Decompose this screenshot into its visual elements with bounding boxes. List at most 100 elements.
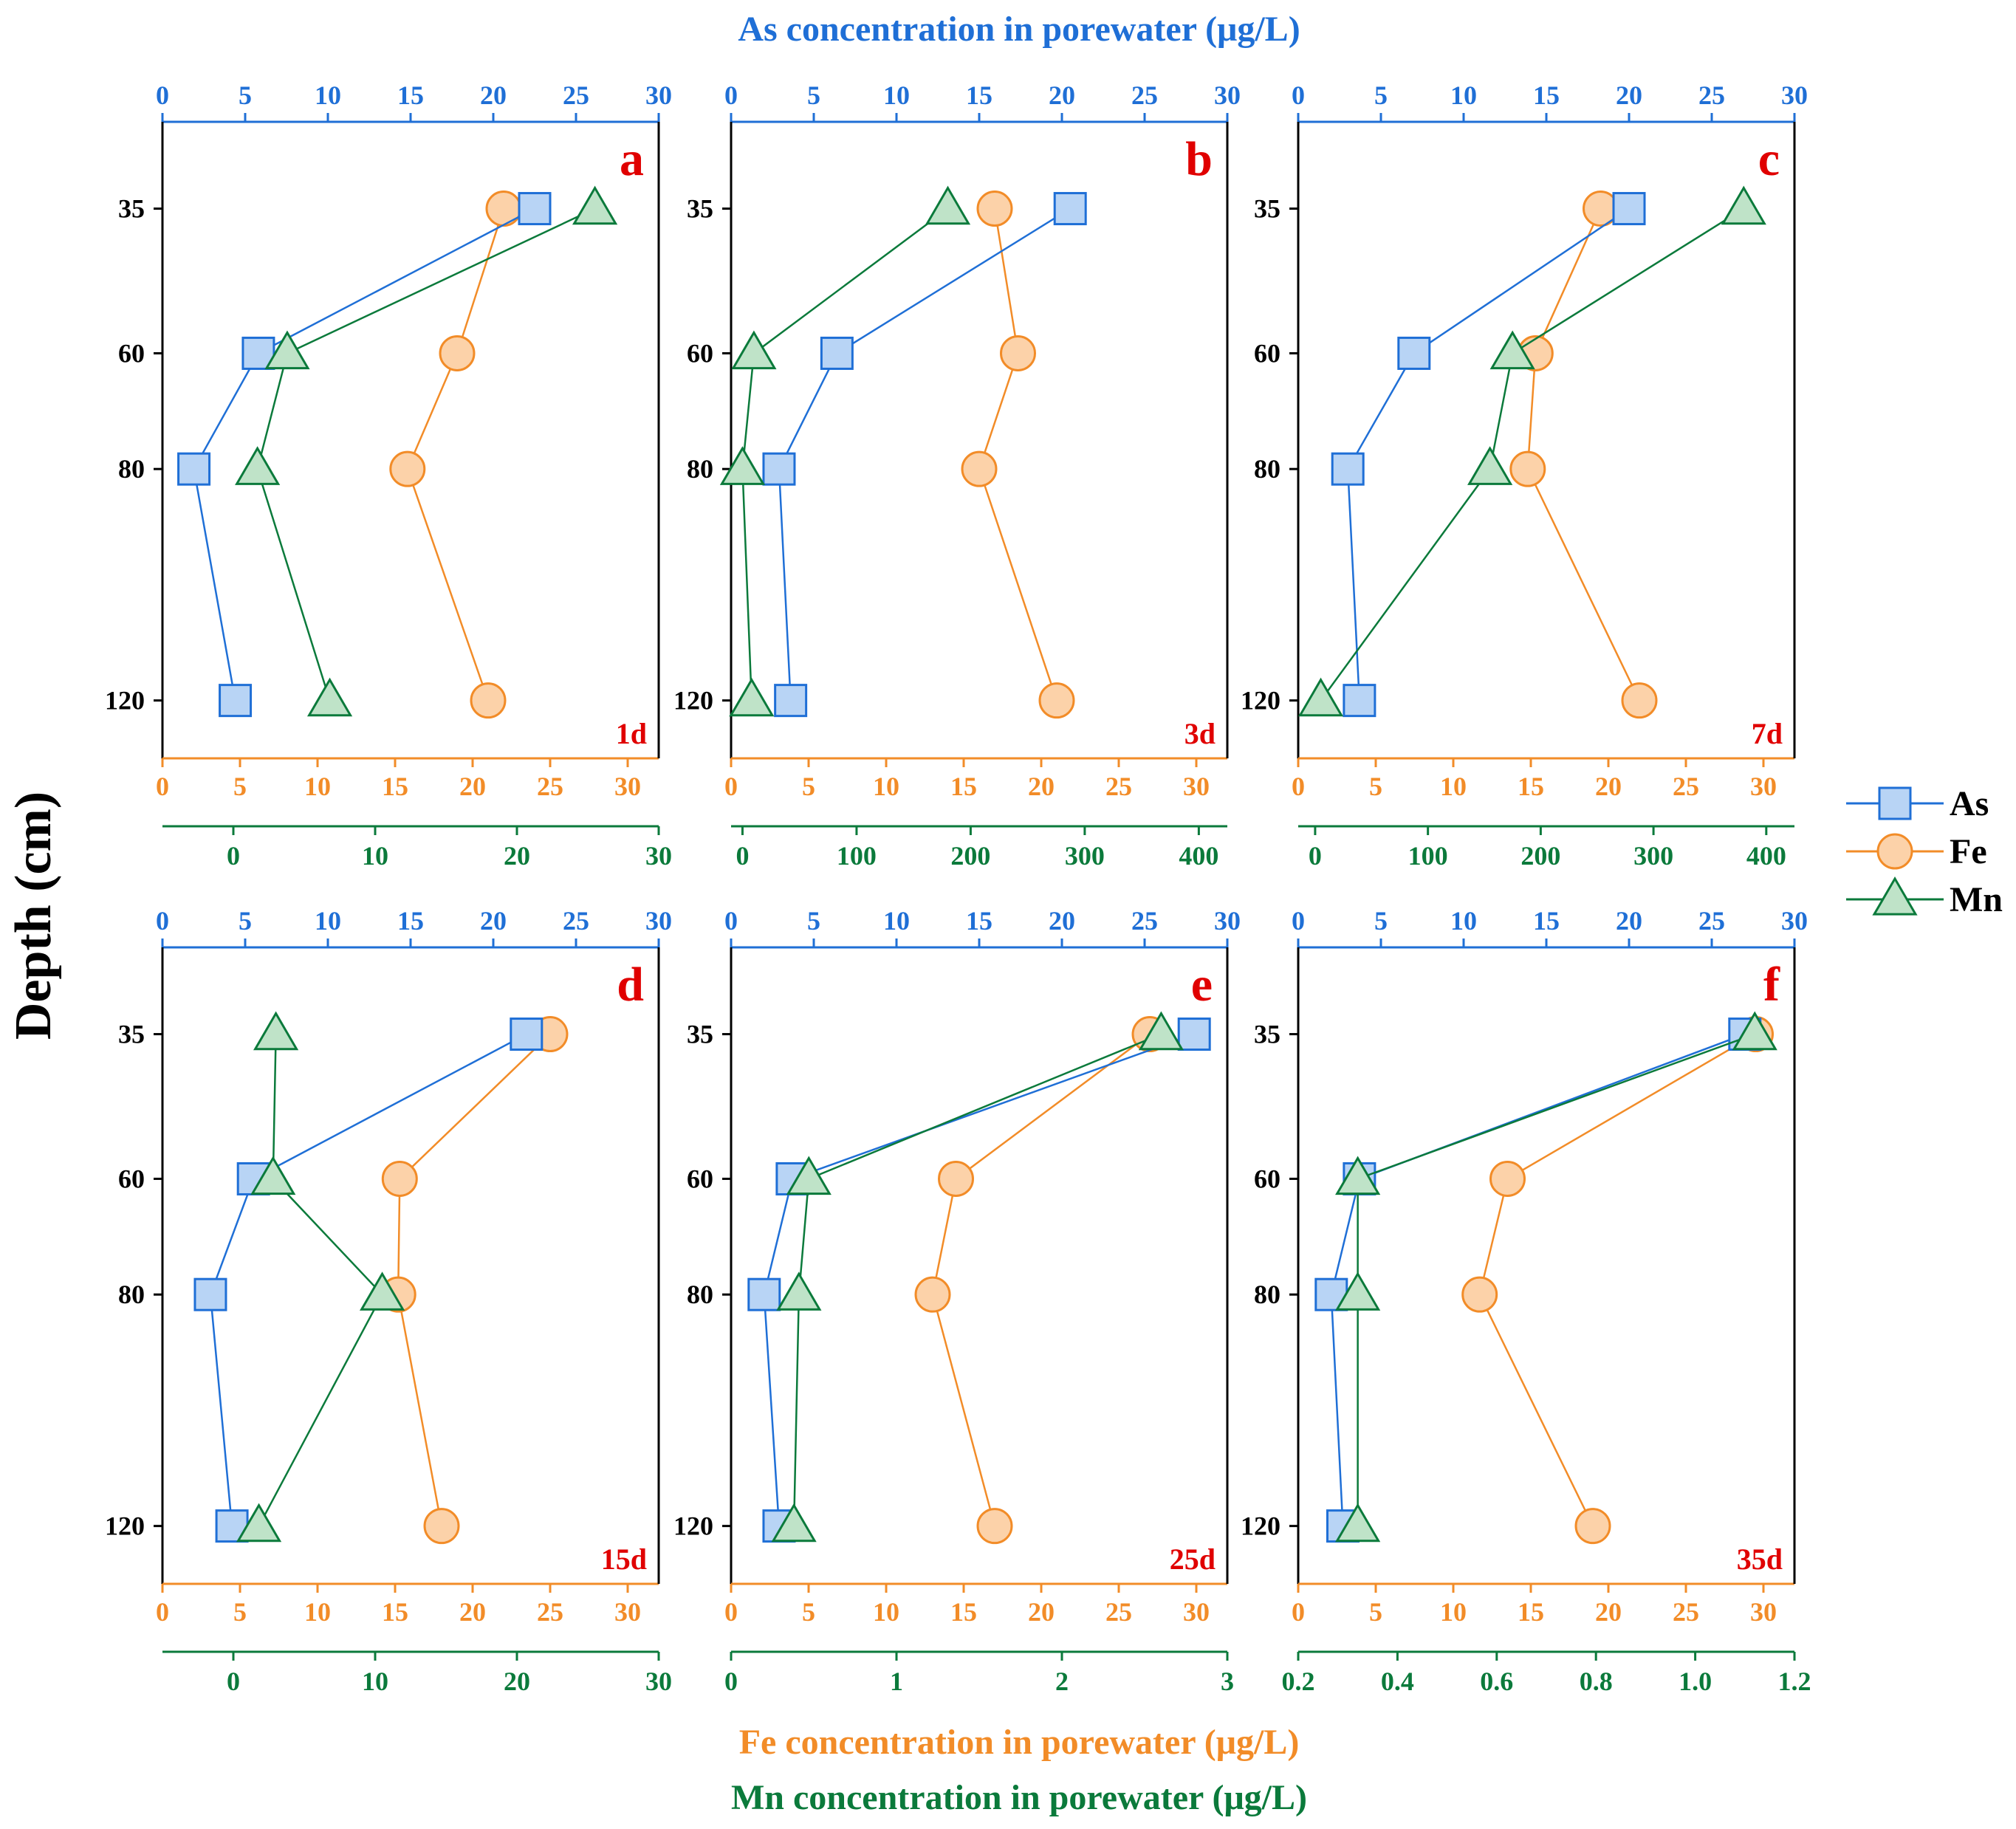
mn-point xyxy=(359,1272,405,1311)
as-tick-label: 10 xyxy=(883,906,910,936)
mn-tick-label: 300 xyxy=(1633,841,1673,871)
mn-tick-label: 0 xyxy=(736,841,749,871)
depth-tick-label: 80 xyxy=(687,454,713,484)
mn-tick-label: 10 xyxy=(362,841,388,871)
mn-point xyxy=(719,446,766,485)
fe-series xyxy=(914,1016,1168,1545)
as-tick-label: 0 xyxy=(724,80,738,110)
mn-tick-label: 0.4 xyxy=(1381,1667,1414,1696)
fe-point xyxy=(485,191,522,227)
panel-f: 0 5 10 15 20 25 30 35 60 80 120 0 5 10 15 20 25 30 0.2 0.4 0… xyxy=(1241,906,1811,1696)
as-tick-label: 25 xyxy=(1698,906,1725,936)
fe-tick-label: 5 xyxy=(233,772,247,801)
mn-tick-label: 300 xyxy=(1065,841,1105,871)
panel-day-label: 1d xyxy=(616,717,647,750)
as-tick-label: 20 xyxy=(480,80,507,110)
as-line xyxy=(209,1033,527,1526)
fe-tick-label: 0 xyxy=(724,1597,738,1627)
mn-tick-label: 100 xyxy=(837,841,877,871)
as-tick-label: 10 xyxy=(315,80,341,110)
legend-item-fe: Fe xyxy=(1846,832,1987,871)
depth-tick-label: 120 xyxy=(673,1511,713,1541)
fe-tick-label: 10 xyxy=(304,772,331,801)
mn-tick-label: 30 xyxy=(645,1667,672,1696)
fe-tick-label: 5 xyxy=(233,1597,247,1627)
panel-day-label: 25d xyxy=(1170,1543,1216,1576)
as-tick-label: 10 xyxy=(883,80,910,110)
fe-point xyxy=(1000,334,1036,371)
legend: As Fe Mn xyxy=(1846,784,2003,919)
fe-tick-label: 5 xyxy=(802,772,815,801)
depth-tick-label: 80 xyxy=(118,454,145,484)
as-point xyxy=(747,1277,781,1311)
as-tick-label: 30 xyxy=(645,80,672,110)
fe-series xyxy=(389,191,522,719)
fe-point xyxy=(1038,682,1075,719)
fe-tick-label: 30 xyxy=(614,772,641,801)
depth-tick-label: 120 xyxy=(1241,686,1280,716)
fe-tick-label: 0 xyxy=(724,772,738,801)
fe-line xyxy=(1478,1033,1757,1527)
fe-tick-label: 0 xyxy=(1292,1597,1305,1627)
panel-letter: c xyxy=(1758,132,1780,186)
as-tick-label: 15 xyxy=(966,906,992,936)
mn-series xyxy=(236,1011,405,1543)
mn-line xyxy=(1320,207,1744,701)
mn-tick-label: 0 xyxy=(227,841,240,871)
fe-point xyxy=(1461,1276,1498,1313)
as-tick-label: 20 xyxy=(1616,906,1642,936)
mn-tick-label: 200 xyxy=(1520,841,1560,871)
mn-point xyxy=(264,330,310,370)
as-point xyxy=(241,336,275,370)
panel-letter: d xyxy=(617,958,644,1012)
as-tick-label: 30 xyxy=(1781,80,1808,110)
mn-tick-label: 200 xyxy=(950,841,990,871)
fe-tick-label: 20 xyxy=(1595,772,1622,801)
fe-point xyxy=(1509,450,1546,487)
as-tick-label: 25 xyxy=(563,80,589,110)
fe-point xyxy=(976,1508,1013,1545)
as-point xyxy=(820,336,854,370)
as-tick-label: 5 xyxy=(807,80,820,110)
as-point xyxy=(1331,452,1365,486)
as-tick-label: 5 xyxy=(239,906,252,936)
fe-tick-label: 15 xyxy=(950,772,977,801)
mn-tick-label: 20 xyxy=(504,1667,530,1696)
fe-line xyxy=(397,1033,551,1526)
as-tick-label: 20 xyxy=(480,906,507,936)
as-series xyxy=(193,1018,544,1543)
as-tick-label: 25 xyxy=(1698,80,1725,110)
as-tick-label: 25 xyxy=(1131,906,1158,936)
mn-point xyxy=(1297,677,1344,717)
as-tick-label: 10 xyxy=(1450,80,1477,110)
legend-marker xyxy=(1872,876,1918,916)
fe-tick-label: 0 xyxy=(156,772,169,801)
as-tick-label: 5 xyxy=(1374,906,1388,936)
mn-point xyxy=(729,677,775,717)
as-tick-label: 20 xyxy=(1049,906,1075,936)
as-tick-label: 15 xyxy=(1533,906,1560,936)
fe-tick-label: 5 xyxy=(1369,1597,1382,1627)
as-point xyxy=(1397,336,1431,370)
fe-tick-label: 5 xyxy=(1369,772,1382,801)
mn-point xyxy=(236,1503,282,1543)
depth-tick-label: 60 xyxy=(118,1164,145,1193)
mn-point xyxy=(1138,1011,1184,1051)
fe-tick-label: 15 xyxy=(382,772,408,801)
fe-point xyxy=(914,1276,951,1313)
mn-tick-label: 400 xyxy=(1746,841,1786,871)
mn-tick-label: 0 xyxy=(724,1667,738,1696)
as-tick-label: 0 xyxy=(1292,80,1305,110)
as-tick-label: 30 xyxy=(645,906,672,936)
mn-tick-label: 10 xyxy=(362,1667,388,1696)
mn-tick-label: 20 xyxy=(504,841,530,871)
fe-series xyxy=(961,191,1075,719)
depth-tick-label: 60 xyxy=(1254,1164,1280,1193)
fe-line xyxy=(931,1033,1151,1526)
legend-label: Fe xyxy=(1950,832,1987,871)
fe-series xyxy=(1461,1016,1774,1545)
depth-tick-label: 120 xyxy=(105,686,145,716)
as-tick-label: 20 xyxy=(1049,80,1075,110)
